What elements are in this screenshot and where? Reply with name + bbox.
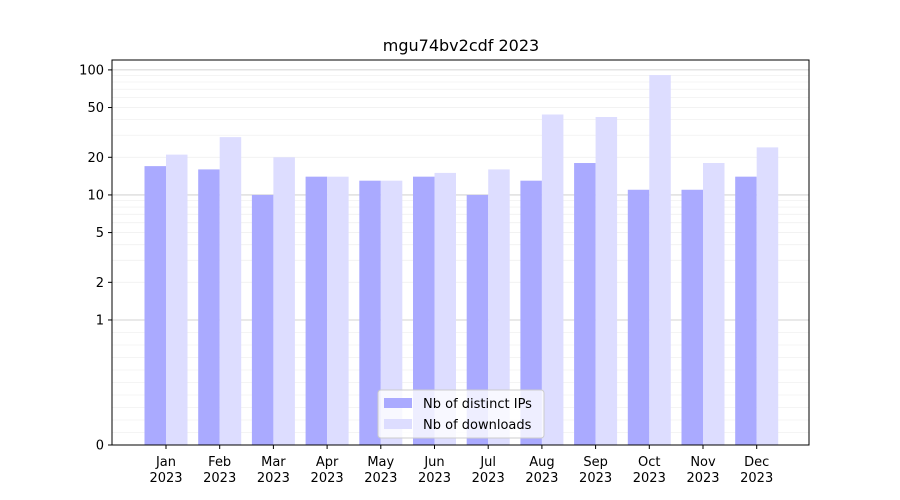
bars: [144, 75, 779, 446]
x-tick-label-year: 2023: [579, 471, 612, 486]
x-tick-label-month: Nov: [690, 455, 716, 470]
bar-downloads-dec: [756, 147, 779, 446]
x-tick-label-month: Apr: [316, 455, 339, 470]
x-tick-label-month: Aug: [529, 455, 554, 470]
x-tick-label-month: Mar: [261, 455, 286, 470]
y-tick-label: 0: [96, 439, 104, 454]
y-axis: 0 1 2 5 10 20 50 100: [79, 63, 112, 454]
y-tick-label: 20: [87, 151, 104, 166]
bar-downloads-mar: [273, 157, 295, 445]
x-tick-label-year: 2023: [311, 471, 344, 486]
x-tick-label-year: 2023: [525, 471, 558, 486]
x-tick-label-year: 2023: [686, 471, 719, 486]
bar-distinct-ips-jan: [144, 166, 166, 445]
bar-distinct-ips-apr: [305, 176, 328, 445]
bar-distinct-ips-sep: [574, 163, 596, 445]
bar-downloads-apr: [327, 176, 349, 445]
legend-swatch: [384, 398, 412, 408]
x-tick-label-month: Jan: [155, 455, 176, 470]
bar-downloads-sep: [595, 117, 618, 445]
x-axis: Jan2023Feb2023Mar2023Apr2023May2023Jun20…: [149, 445, 773, 486]
bar-distinct-ips-mar: [251, 194, 274, 445]
x-tick-label-month: May: [367, 455, 394, 470]
bar-distinct-ips-feb: [198, 169, 220, 445]
y-tick-label: 10: [87, 188, 104, 203]
bar-distinct-ips-aug: [520, 180, 542, 445]
bar-distinct-ips-may: [359, 180, 381, 445]
bar-distinct-ips-oct: [627, 189, 650, 445]
bar-downloads-feb: [219, 137, 242, 445]
legend-box: [377, 389, 545, 439]
y-tick-label: 1: [96, 313, 104, 328]
legend-swatch: [384, 419, 412, 429]
y-tick-label: 100: [79, 63, 104, 78]
x-tick-label-month: Sep: [583, 455, 608, 470]
bar-distinct-ips-dec: [735, 176, 757, 445]
x-tick-label-month: Jun: [423, 455, 444, 470]
x-tick-label-year: 2023: [633, 471, 666, 486]
bar-downloads-may: [380, 180, 403, 445]
bar-downloads-jul: [488, 169, 510, 445]
x-tick-label-year: 2023: [472, 471, 505, 486]
y-tick-label: 50: [87, 101, 104, 116]
chart-title: mgu74bv2cdf 2023: [383, 36, 539, 55]
x-tick-label-month: Oct: [638, 455, 660, 470]
x-tick-label-year: 2023: [364, 471, 397, 486]
bar-distinct-ips-jul: [466, 194, 489, 445]
plot-frame: [111, 59, 810, 446]
x-tick-label-month: Dec: [744, 455, 769, 470]
x-tick-label-month: Jul: [479, 455, 496, 470]
bar-downloads-nov: [703, 163, 725, 445]
legend-label: Nb of downloads: [423, 418, 532, 433]
y-tick-label: 2: [96, 276, 104, 291]
bar-downloads-aug: [541, 114, 564, 445]
x-tick-label-year: 2023: [149, 471, 182, 486]
x-tick-label-year: 2023: [203, 471, 236, 486]
x-tick-label-year: 2023: [257, 471, 290, 486]
x-tick-label-year: 2023: [740, 471, 773, 486]
bar-distinct-ips-nov: [681, 189, 703, 445]
x-tick-label-year: 2023: [418, 471, 451, 486]
legend: Nb of distinct IPs Nb of downloads: [377, 389, 545, 439]
bar-downloads-jun: [434, 172, 456, 445]
bar-downloads-jan: [166, 154, 188, 446]
bar-distinct-ips-jun: [413, 176, 435, 445]
x-tick-label-month: Feb: [208, 455, 231, 470]
y-tick-label: 5: [96, 226, 104, 241]
legend-label: Nb of distinct IPs: [423, 397, 532, 412]
bar-downloads-oct: [649, 75, 671, 445]
